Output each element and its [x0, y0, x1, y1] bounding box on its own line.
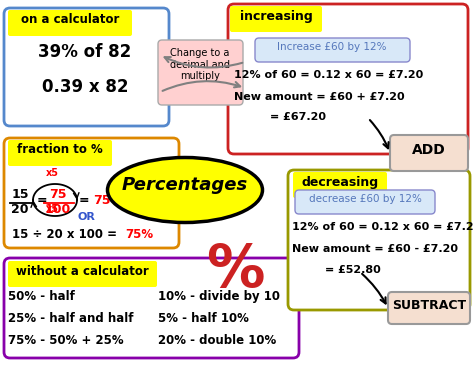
Text: OR: OR: [78, 212, 96, 222]
Text: 0.39 x 82: 0.39 x 82: [42, 78, 128, 96]
Text: = £67.20: = £67.20: [270, 112, 326, 122]
Text: 75% - 50% + 25%: 75% - 50% + 25%: [8, 334, 124, 347]
FancyBboxPatch shape: [228, 4, 468, 154]
Text: SUBTRACT: SUBTRACT: [392, 299, 466, 312]
FancyBboxPatch shape: [293, 172, 387, 198]
Text: 25% - half and half: 25% - half and half: [8, 312, 134, 325]
Text: 5% - half 10%: 5% - half 10%: [158, 312, 249, 325]
Text: New amount = £60 + £7.20: New amount = £60 + £7.20: [234, 92, 405, 102]
Text: 15: 15: [11, 188, 29, 201]
Text: Percentages: Percentages: [122, 176, 248, 194]
Text: =: =: [79, 194, 94, 207]
Text: =: =: [37, 194, 47, 207]
Text: increasing: increasing: [240, 10, 312, 23]
Text: 75%: 75%: [93, 194, 123, 207]
Text: ADD: ADD: [412, 143, 446, 157]
Text: decreasing: decreasing: [301, 176, 379, 189]
FancyBboxPatch shape: [288, 170, 470, 310]
FancyBboxPatch shape: [4, 258, 299, 358]
FancyBboxPatch shape: [390, 135, 468, 171]
Text: Change to a
decimal and
multiply: Change to a decimal and multiply: [170, 48, 230, 81]
Text: 15 ÷ 20 x 100 =: 15 ÷ 20 x 100 =: [12, 228, 121, 241]
Text: New amount = £60 - £7.20: New amount = £60 - £7.20: [292, 244, 458, 254]
Text: 50% - half: 50% - half: [8, 290, 75, 303]
FancyBboxPatch shape: [4, 8, 169, 126]
FancyBboxPatch shape: [4, 138, 179, 248]
Text: without a calculator: without a calculator: [16, 265, 148, 278]
Text: x5: x5: [46, 168, 58, 178]
FancyBboxPatch shape: [158, 40, 243, 105]
Text: Increase £60 by 12%: Increase £60 by 12%: [277, 42, 387, 52]
Text: x5: x5: [46, 204, 58, 214]
Ellipse shape: [108, 157, 263, 223]
FancyBboxPatch shape: [388, 292, 470, 324]
FancyBboxPatch shape: [295, 190, 435, 214]
Text: 75%: 75%: [125, 228, 153, 241]
Text: decrease £60 by 12%: decrease £60 by 12%: [309, 194, 421, 204]
Text: 12% of 60 = 0.12 x 60 = £7.20: 12% of 60 = 0.12 x 60 = £7.20: [292, 222, 474, 232]
Text: fraction to %: fraction to %: [17, 143, 103, 156]
FancyBboxPatch shape: [8, 261, 157, 287]
Text: on a calculator: on a calculator: [21, 13, 119, 26]
Text: 100: 100: [45, 203, 71, 216]
Text: 39% of 82: 39% of 82: [38, 43, 132, 61]
FancyBboxPatch shape: [8, 10, 132, 36]
Text: 12% of 60 = 0.12 x 60 = £7.20: 12% of 60 = 0.12 x 60 = £7.20: [234, 70, 423, 80]
Text: 20% - double 10%: 20% - double 10%: [158, 334, 276, 347]
FancyBboxPatch shape: [8, 140, 112, 166]
FancyBboxPatch shape: [230, 6, 322, 32]
Text: = £52.80: = £52.80: [325, 265, 381, 275]
Text: 75: 75: [49, 188, 67, 201]
Text: 10% - divide by 10: 10% - divide by 10: [158, 290, 280, 303]
Text: 20: 20: [11, 203, 29, 216]
Text: %: %: [206, 242, 264, 299]
FancyBboxPatch shape: [255, 38, 410, 62]
